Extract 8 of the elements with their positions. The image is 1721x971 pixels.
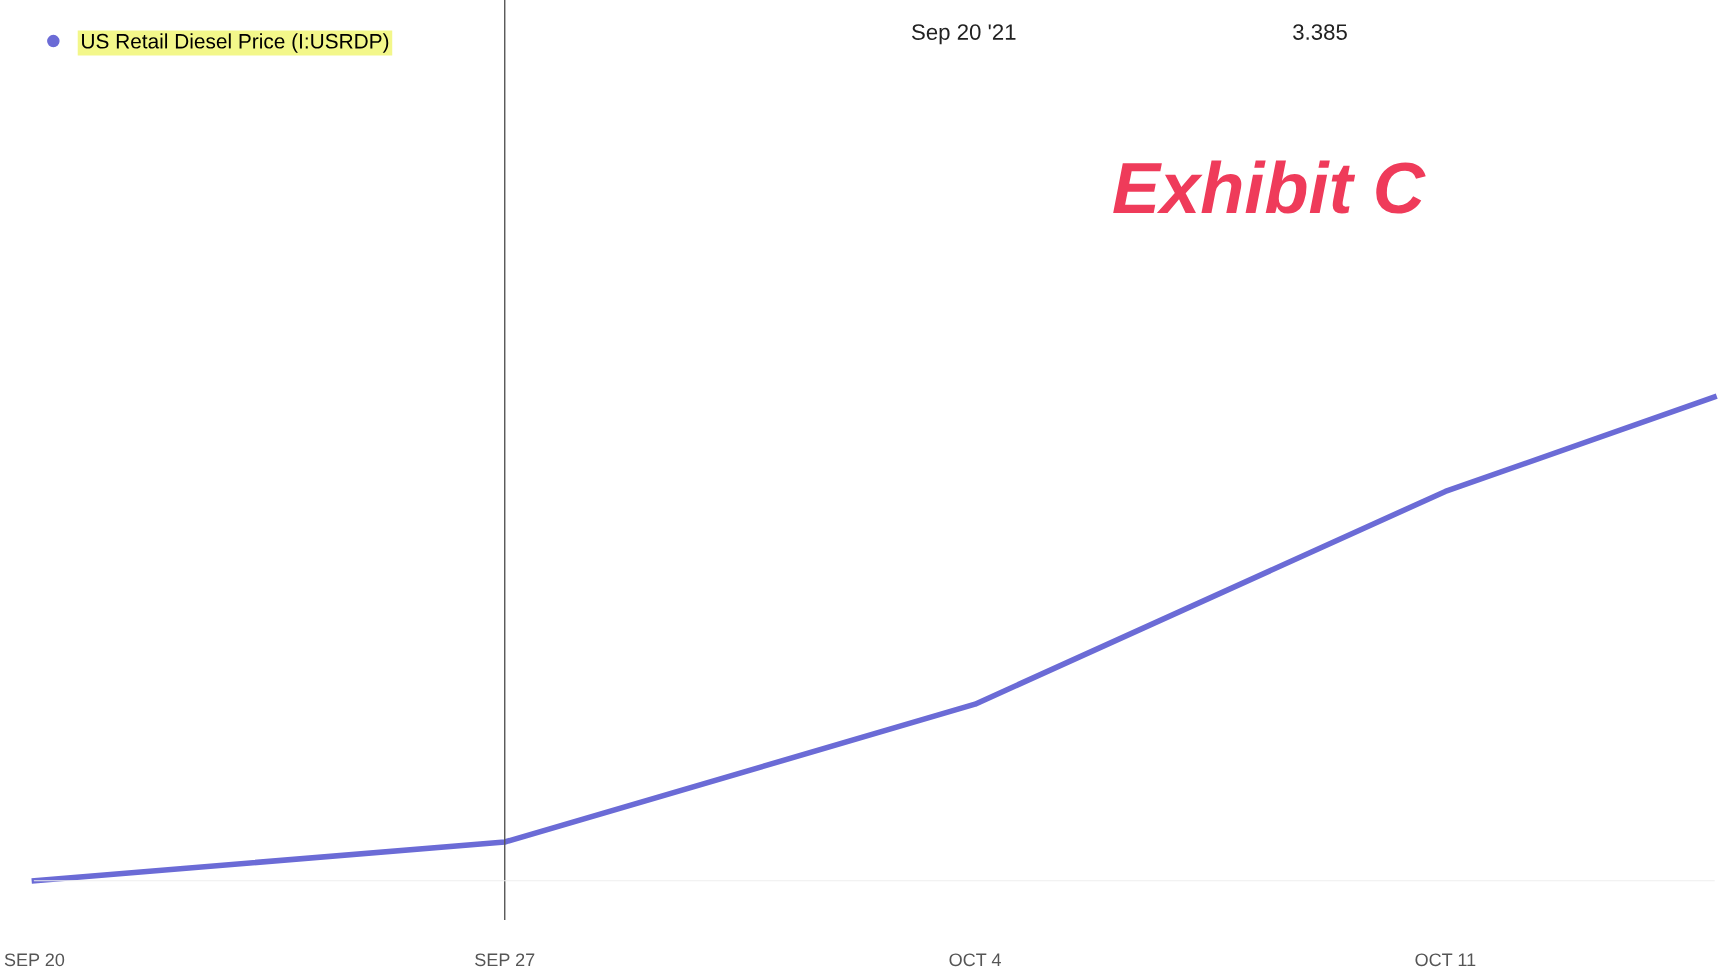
legend-label: US Retail Diesel Price (I:USRDP)	[82, 33, 389, 53]
text: Exhibit C	[1113, 160, 1426, 214]
text: 3.385	[1293, 24, 1347, 40]
x-tick-label: OCT 4	[949, 953, 1001, 967]
x-tick-label: OCT 11	[1415, 953, 1476, 967]
x-tick-label: SEP 20	[4, 953, 65, 967]
text: Sep 20 '21	[911, 24, 1016, 45]
x-tick-label: SEP 27	[475, 953, 535, 967]
